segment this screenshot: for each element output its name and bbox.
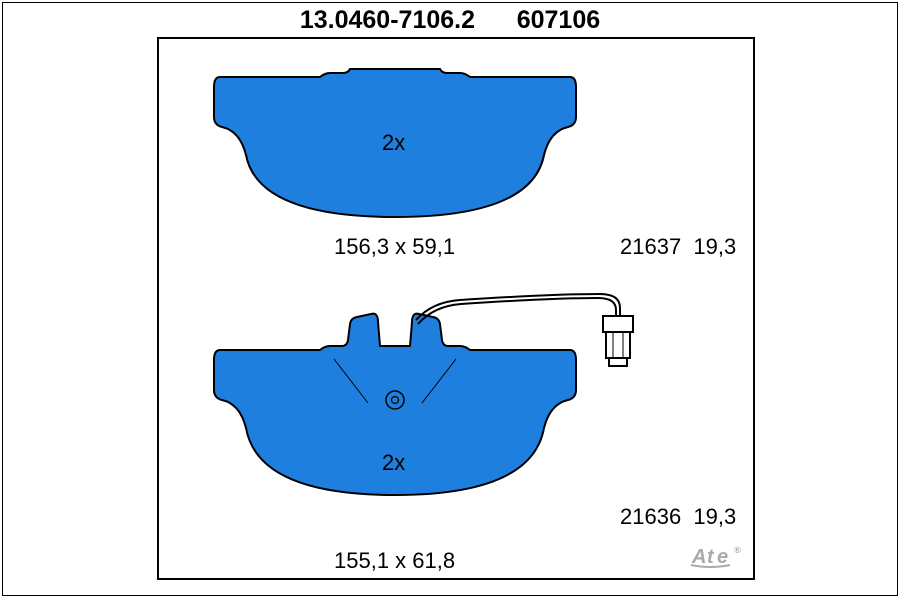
pad-bottom-qty: 2x (382, 450, 405, 476)
svg-text:®: ® (734, 545, 741, 555)
wear-sensor-connector (603, 316, 633, 366)
ref-number: 607106 (517, 6, 600, 34)
pad-bottom-spec: 21636 19,3 (620, 504, 736, 530)
pad-top-spec: 21637 19,3 (620, 234, 736, 260)
pad-bottom-spec-value: 19,3 (693, 504, 736, 529)
svg-text:t: t (707, 546, 715, 568)
pad-top-spec-code: 21637 (620, 234, 681, 259)
header: 13.0460-7106.2 607106 (0, 6, 900, 35)
brand-logo: A t e ® (690, 543, 750, 576)
pad-bottom-spec-code: 21636 (620, 504, 681, 529)
pad-top-spec-value: 19,3 (693, 234, 736, 259)
part-number: 13.0460-7106.2 (300, 6, 475, 34)
pad-bottom-dimensions: 155,1 x 61,8 (334, 548, 455, 574)
pad-top-qty: 2x (382, 130, 405, 156)
brake-pad-bottom (200, 290, 670, 520)
pad-top-dimensions: 156,3 x 59,1 (334, 234, 455, 260)
